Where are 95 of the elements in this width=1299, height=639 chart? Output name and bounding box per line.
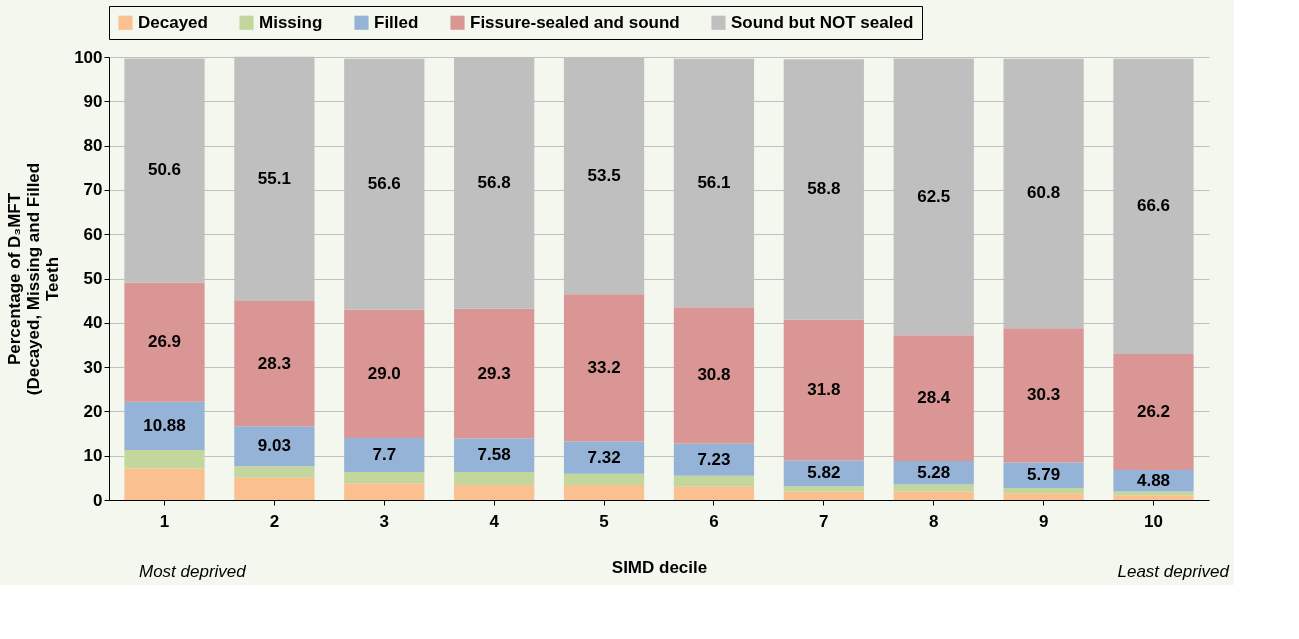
data-label: 7.32 bbox=[587, 447, 621, 467]
bar bbox=[344, 309, 425, 438]
bar bbox=[234, 477, 315, 500]
data-label: 26.2 bbox=[1136, 401, 1171, 421]
y-tick-label: 0 bbox=[93, 490, 103, 510]
data-label: 53.5 bbox=[587, 165, 621, 185]
x-tick-label: 9 bbox=[1038, 511, 1049, 531]
bar bbox=[673, 307, 755, 444]
bar bbox=[1003, 493, 1084, 500]
bar bbox=[1003, 328, 1084, 463]
bar bbox=[893, 491, 974, 500]
y-tick-label: 90 bbox=[83, 91, 103, 111]
x-tick-label: 2 bbox=[269, 511, 280, 531]
legend-label: Decayed bbox=[138, 12, 208, 32]
bar bbox=[673, 443, 755, 476]
bar bbox=[124, 401, 205, 450]
data-label: 31.8 bbox=[807, 380, 841, 400]
bar bbox=[893, 484, 974, 492]
bar bbox=[1113, 495, 1194, 500]
bar bbox=[563, 484, 645, 500]
data-label: 30.8 bbox=[697, 365, 731, 385]
bar bbox=[344, 483, 425, 500]
y-tick-label: 20 bbox=[83, 401, 103, 421]
y-axis-title: Percentage of D₃MFT (Decayed, Missing and Filled Teeth bbox=[5, 162, 63, 396]
bar bbox=[1003, 462, 1084, 489]
bar bbox=[234, 466, 315, 478]
data-label: 55.1 bbox=[257, 168, 291, 188]
bar bbox=[124, 282, 205, 402]
data-label: 58.8 bbox=[807, 179, 841, 199]
bar bbox=[783, 486, 864, 492]
bar bbox=[234, 300, 315, 427]
legend-label: Sound but NOT sealed bbox=[731, 12, 914, 32]
bar bbox=[563, 294, 645, 442]
data-label: 30.3 bbox=[1027, 385, 1061, 405]
bar bbox=[124, 468, 205, 500]
bar bbox=[1113, 353, 1194, 470]
x-tick-label: 1 bbox=[159, 511, 170, 531]
y-tick-label: 60 bbox=[83, 224, 103, 244]
data-label: 5.28 bbox=[917, 462, 951, 482]
legend-label: Filled bbox=[374, 12, 419, 32]
bar bbox=[454, 308, 535, 439]
y-tick-label: 30 bbox=[83, 357, 103, 377]
y-tick-label: 100 bbox=[74, 47, 103, 67]
bar bbox=[673, 475, 755, 487]
x-tick-label: 3 bbox=[379, 511, 390, 531]
text: Least deprived bbox=[1117, 562, 1230, 581]
legend-label: Fissure-sealed and sound bbox=[470, 12, 680, 32]
y-tick-label: 50 bbox=[83, 269, 103, 288]
legend-label: Missing bbox=[259, 12, 323, 32]
data-label: 28.3 bbox=[257, 353, 291, 373]
bar bbox=[893, 335, 974, 462]
data-label: 50.6 bbox=[147, 160, 182, 180]
data-label: 60.8 bbox=[1027, 183, 1061, 203]
bar bbox=[454, 484, 535, 500]
data-label: 7.23 bbox=[697, 449, 731, 469]
x-tick-label: 10 bbox=[1144, 511, 1163, 531]
bar bbox=[454, 472, 535, 485]
data-label: 7.7 bbox=[372, 445, 397, 465]
data-label: 4.88 bbox=[1136, 470, 1171, 490]
x-tick-label: 8 bbox=[928, 511, 939, 531]
data-label: 7.58 bbox=[477, 445, 511, 465]
text: Most deprived bbox=[139, 562, 247, 581]
data-label: 33.2 bbox=[587, 357, 621, 377]
data-label: 56.1 bbox=[697, 172, 731, 192]
bar bbox=[344, 472, 425, 484]
x-axis-title: SIMD decile bbox=[611, 557, 708, 577]
bar bbox=[673, 486, 755, 500]
data-label: 26.9 bbox=[147, 332, 182, 352]
data-label: 5.82 bbox=[807, 463, 841, 483]
x-tick-label: 4 bbox=[489, 511, 500, 531]
x-tick-label: 5 bbox=[599, 511, 609, 531]
data-label: 56.8 bbox=[477, 172, 511, 192]
data-label: 29.0 bbox=[367, 363, 401, 383]
data-label: 5.79 bbox=[1027, 465, 1061, 485]
bar bbox=[234, 426, 315, 467]
data-label: 29.3 bbox=[477, 363, 511, 383]
y-tick-label: 40 bbox=[83, 313, 103, 333]
x-tick-label: 7 bbox=[819, 511, 829, 531]
data-label: 62.5 bbox=[917, 186, 951, 206]
bar bbox=[563, 473, 645, 485]
data-label: 9.03 bbox=[257, 436, 291, 456]
data-label: 56.6 bbox=[367, 174, 401, 194]
data-label: 28.4 bbox=[917, 388, 951, 408]
data-label: 10.88 bbox=[143, 415, 186, 435]
bar bbox=[1003, 488, 1084, 494]
bar bbox=[344, 437, 425, 473]
y-tick-label: 10 bbox=[83, 446, 103, 466]
bar bbox=[563, 441, 645, 474]
bar bbox=[124, 449, 205, 469]
y-tick-label: 80 bbox=[83, 136, 103, 156]
data-label: 66.6 bbox=[1136, 196, 1171, 216]
bar bbox=[783, 319, 864, 461]
x-tick-label: 6 bbox=[709, 511, 719, 531]
y-tick-label: 70 bbox=[83, 180, 103, 200]
bar bbox=[783, 491, 864, 500]
